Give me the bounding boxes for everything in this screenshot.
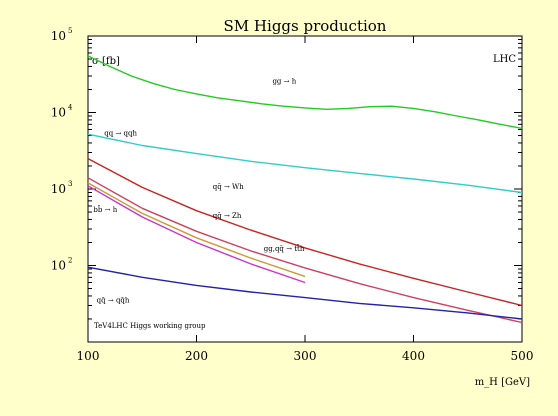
y-tick-label: 10	[51, 182, 66, 196]
x-tick-label: 300	[294, 349, 317, 363]
series-line-1	[87, 133, 523, 194]
curve-label: qq̄ → qq̄h	[97, 296, 130, 304]
x-axis-label: m_H [GeV]	[475, 377, 530, 388]
series-line-3	[87, 177, 523, 324]
curve-label: qq̄ → Wh	[213, 183, 244, 191]
curve-label: qq → qqh	[104, 130, 137, 138]
series-line-4	[87, 182, 306, 278]
curve-label: gg → h	[272, 77, 296, 85]
footer-note: TeV4LHC Higgs working group	[94, 322, 206, 330]
series-lines	[87, 55, 523, 324]
series-line-5	[87, 185, 306, 284]
y-tick-label: 10	[51, 106, 66, 120]
y-tick-exponent: 4	[68, 104, 73, 112]
plot-area	[87, 35, 523, 343]
y-tick-label: 10	[51, 259, 66, 273]
corner-label: LHC	[493, 54, 516, 65]
chart-title: SM Higgs production	[224, 17, 387, 35]
curve-label: qq̄ → Zh	[213, 212, 242, 220]
curve-labels: gg → h qq → qqh qq̄ → Wh qq̄ → Zh gg,qq̄ → t…	[93, 77, 304, 304]
series-line-0	[87, 55, 523, 130]
series-line-6	[87, 266, 523, 320]
series-line-2	[87, 157, 523, 307]
x-tick-label: 400	[402, 349, 425, 363]
y-tick-exponent: 3	[68, 180, 72, 188]
x-tick-label: 100	[77, 349, 100, 363]
x-tick-label: 200	[185, 349, 208, 363]
y-axis-label: σ [fb]	[92, 56, 120, 67]
y-tick-exponent: 5	[68, 27, 72, 35]
y-tick-label: 10	[51, 29, 66, 43]
curve-label: gg,qq̄ → tt̄h	[264, 243, 305, 253]
y-tick-exponent: 2	[68, 257, 72, 265]
x-tick-label: 500	[511, 349, 534, 363]
curve-label: bb̄ → h	[93, 205, 117, 215]
